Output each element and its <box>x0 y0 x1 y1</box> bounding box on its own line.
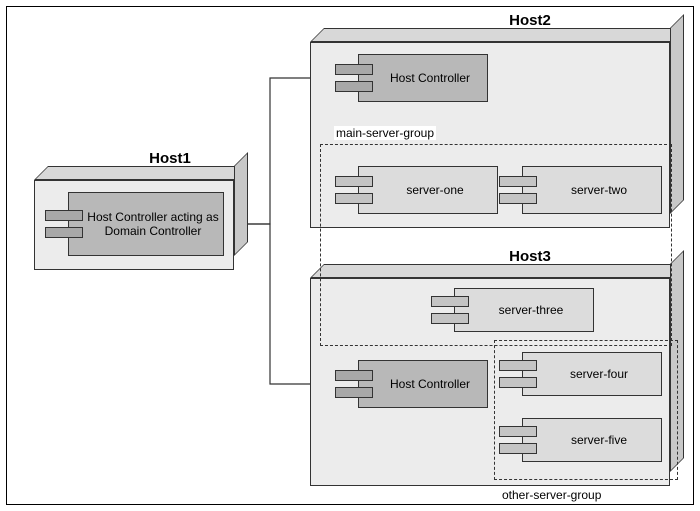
h2_ctrl: Host Controller <box>358 54 488 102</box>
h3_s4: server-four <box>522 352 662 396</box>
h2_s1: server-one <box>358 166 498 214</box>
h3_s5-label: server-five <box>523 433 661 447</box>
h3_s3-label: server-three <box>455 303 593 317</box>
diagram-canvas: Host1Host2Host3main-server-groupother-se… <box>0 0 700 511</box>
h3_s3: server-three <box>454 288 594 332</box>
h3_ctrl: Host Controller <box>358 360 488 408</box>
host2-side-face <box>670 14 684 214</box>
h2_s1-label: server-one <box>359 183 497 197</box>
group-other-label: other-server-group <box>500 488 603 502</box>
h3_s3-tabs-icon <box>431 296 469 324</box>
h2_ctrl-label: Host Controller <box>359 71 487 85</box>
h2_s1-tabs-icon <box>335 176 373 204</box>
h3_ctrl-tabs-icon <box>335 370 373 398</box>
h3_s5-tabs-icon <box>499 426 537 454</box>
h3_s4-tabs-icon <box>499 360 537 388</box>
h3_s4-label: server-four <box>523 367 661 381</box>
h2_s2-tabs-icon <box>499 176 537 204</box>
h3_ctrl-label: Host Controller <box>359 377 487 391</box>
h2_s2: server-two <box>522 166 662 214</box>
host2-top-face <box>310 28 684 42</box>
host1-top-face <box>34 166 248 180</box>
host1-side-face <box>234 152 248 256</box>
host2-label: Host2 <box>430 12 630 29</box>
group-main-label: main-server-group <box>334 126 436 140</box>
h1_ctrl-tabs-icon <box>45 210 83 238</box>
h1_ctrl-label: Host Controller acting as Domain Control… <box>69 210 223 239</box>
host1-label: Host1 <box>110 150 230 167</box>
h2_ctrl-tabs-icon <box>335 64 373 92</box>
h2_s2-label: server-two <box>523 183 661 197</box>
h1_ctrl: Host Controller acting as Domain Control… <box>68 192 224 256</box>
h3_s5: server-five <box>522 418 662 462</box>
